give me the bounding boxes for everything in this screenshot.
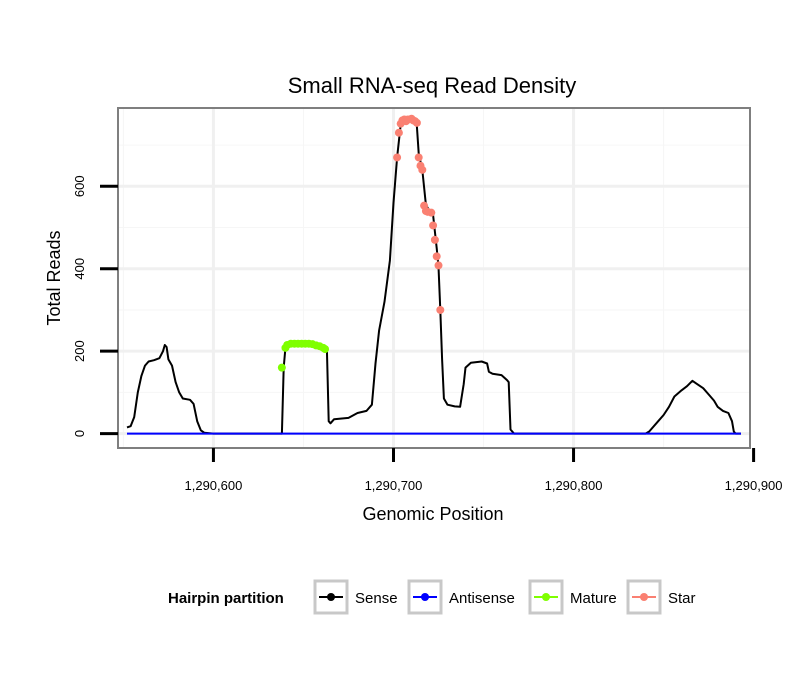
x-tick-label-1: 1,290,700 bbox=[365, 478, 423, 493]
legend-item-antisense: Antisense bbox=[407, 579, 515, 615]
star-point-10 bbox=[412, 118, 421, 127]
star-point-19 bbox=[430, 235, 439, 244]
legend-label-sense: Sense bbox=[355, 590, 398, 607]
legend-key-point-sense bbox=[327, 593, 335, 601]
star-point-22 bbox=[436, 305, 445, 314]
axes: 1,290,600 1,290,700 1,290,800 1,290,900 0 200… bbox=[72, 175, 783, 493]
legend-label-mature: Mature bbox=[570, 590, 617, 607]
x-axis-label: Genomic Position bbox=[362, 504, 503, 524]
legend-title: Hairpin partition bbox=[168, 590, 284, 607]
star-point-18 bbox=[429, 221, 438, 230]
star-point-1 bbox=[394, 128, 403, 137]
legend-key-point-star bbox=[640, 593, 648, 601]
legend: Hairpin partition Sense Antisense Mature St… bbox=[168, 579, 696, 615]
grid bbox=[118, 108, 750, 448]
legend-key-point-mature bbox=[542, 593, 550, 601]
mature-point-13 bbox=[321, 345, 330, 354]
y-tick-label-1: 200 bbox=[72, 340, 87, 362]
star-point-0 bbox=[393, 153, 402, 162]
mature-point-0 bbox=[277, 363, 286, 372]
star-point-20 bbox=[432, 252, 441, 261]
chart-title: Small RNA-seq Read Density bbox=[288, 73, 577, 98]
y-tick-label-3: 600 bbox=[72, 175, 87, 197]
legend-item-star: Star bbox=[626, 579, 696, 615]
panel-border bbox=[117, 107, 751, 449]
y-tick-label-2: 400 bbox=[72, 258, 87, 280]
legend-key-point-antisense bbox=[421, 593, 429, 601]
legend-item-sense: Sense bbox=[313, 579, 398, 615]
x-tick-label-0: 1,290,600 bbox=[185, 478, 243, 493]
legend-label-antisense: Antisense bbox=[449, 590, 515, 607]
legend-label-star: Star bbox=[668, 590, 696, 607]
y-tick-label-0: 0 bbox=[72, 430, 87, 437]
y-axis-label: Total Reads bbox=[44, 230, 64, 325]
sense-line bbox=[126, 117, 741, 435]
x-tick-label-2: 1,290,800 bbox=[545, 478, 603, 493]
star-point-13 bbox=[418, 165, 427, 174]
star-point-17 bbox=[427, 208, 436, 217]
x-tick-label-3: 1,290,900 bbox=[725, 478, 783, 493]
star-point-11 bbox=[414, 153, 423, 162]
legend-item-mature: Mature bbox=[528, 579, 617, 615]
series bbox=[126, 114, 741, 435]
star-point-21 bbox=[434, 261, 443, 270]
